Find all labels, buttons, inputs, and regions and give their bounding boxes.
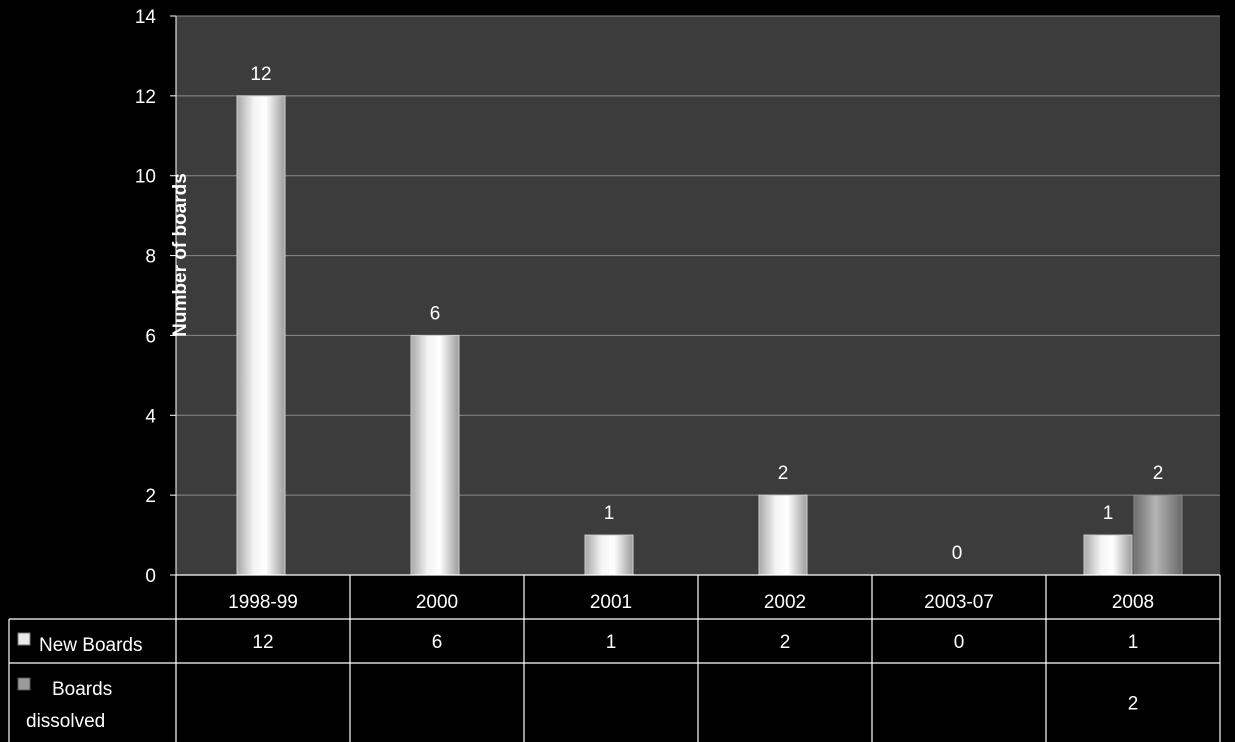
gridlines	[176, 15, 1220, 576]
data-label: 1	[1103, 503, 1114, 524]
data-table: 1998-99 2000 2001 2002 2003-07 2008 New Boards…	[8, 574, 1221, 742]
category-label: 2003-07	[924, 592, 994, 613]
table-cell: 2	[780, 632, 791, 653]
bar-new-boards	[236, 95, 286, 576]
legend-boards-dissolved: Boards dissolved	[26, 679, 112, 732]
data-label: 2	[778, 463, 789, 484]
table-cell: 0	[954, 632, 965, 653]
y-tick-label: 10	[135, 167, 156, 188]
y-tick-label: 12	[135, 87, 156, 108]
data-label: 0	[952, 543, 963, 564]
y-axis-title: Number of boards	[170, 173, 191, 337]
legend-new-boards: New Boards	[39, 635, 143, 656]
data-label: 6	[430, 303, 441, 324]
y-axis: 0 2 4 6 8 10 12 14	[135, 7, 177, 587]
bar-new-boards	[410, 334, 460, 576]
table-cell: 12	[252, 632, 273, 653]
y-tick-label: 4	[145, 406, 156, 427]
y-tick-label: 0	[145, 566, 156, 587]
data-label: 2	[1153, 463, 1164, 484]
y-tick-label: 2	[145, 486, 156, 507]
y-tick-label: 14	[135, 7, 157, 28]
bars	[236, 95, 1183, 576]
plot-area	[176, 16, 1220, 575]
table-cell: 1	[1128, 632, 1139, 653]
y-tick-label: 6	[145, 326, 156, 347]
category-label: 2000	[416, 592, 458, 613]
data-label: 1	[604, 503, 615, 524]
legend-key-boards-dissolved	[17, 677, 31, 691]
category-label: 2001	[590, 592, 632, 613]
bar-new-boards	[758, 494, 808, 576]
table-cell: 1	[606, 632, 617, 653]
category-label: 2002	[764, 592, 806, 613]
bar-new-boards	[1083, 534, 1133, 576]
legend-key-new-boards	[17, 632, 31, 646]
table-cell: 2	[1128, 694, 1139, 715]
category-label: 1998-99	[228, 592, 298, 613]
bar-boards-dissolved	[1133, 494, 1183, 576]
data-label: 12	[250, 64, 271, 85]
y-tick-label: 8	[145, 247, 156, 268]
category-label: 2008	[1112, 592, 1154, 613]
table-cell: 6	[432, 632, 443, 653]
bar-new-boards	[584, 534, 634, 576]
